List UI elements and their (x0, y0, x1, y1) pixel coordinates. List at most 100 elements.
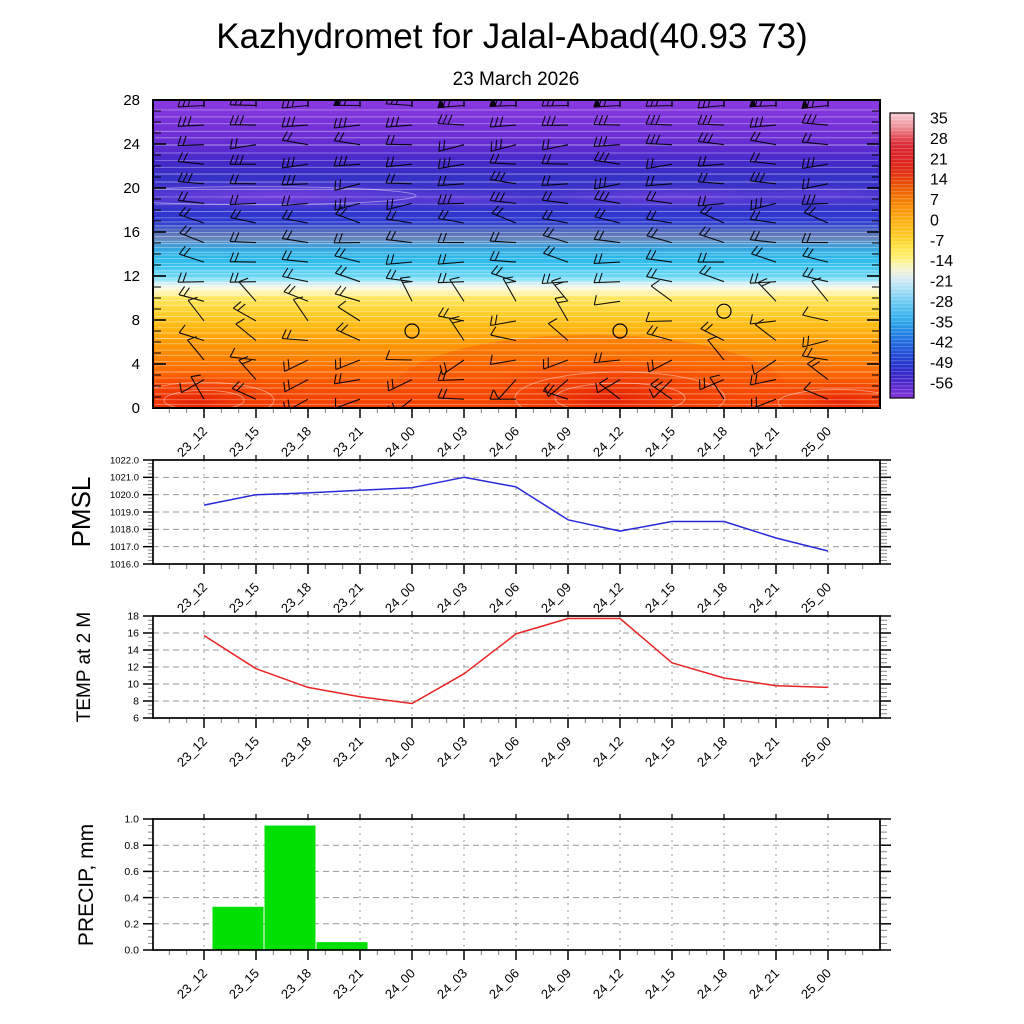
grid (153, 616, 880, 718)
y-tick-label: 16 (123, 224, 140, 241)
wind-barb (646, 267, 673, 283)
wind-barb (281, 195, 309, 207)
wind-barb (437, 100, 465, 109)
wind-barb (543, 357, 569, 370)
wind-barb (190, 374, 205, 400)
wind-barb (598, 377, 621, 400)
wind-barb (757, 277, 777, 302)
wind-barb (541, 175, 569, 186)
wind-barb (333, 373, 361, 385)
x-tick-label: 23_18 (278, 966, 314, 1002)
wind-barb (645, 134, 673, 146)
x-tick-label: 23_21 (330, 734, 366, 770)
colorbar-tick-label: 21 (930, 151, 948, 168)
wind-barb (541, 154, 569, 165)
panel-frame (152, 615, 881, 719)
contour-loop (153, 381, 275, 408)
wind-barb (547, 318, 569, 341)
wind-barb (387, 378, 413, 392)
wind-barb (489, 191, 517, 204)
wind-barb (593, 352, 621, 364)
wind-barb (803, 381, 829, 400)
pmsl-panel: 1016.0 1017.0 1018.0 1019.0 1020.0 1021.0 1022… (110, 455, 891, 616)
y-tick-label: 20 (123, 180, 140, 197)
wind-barb (489, 354, 517, 365)
x-tick-label: 24_03 (434, 580, 470, 616)
wind-barb (439, 359, 465, 376)
x-tick-label: 23_15 (226, 580, 262, 616)
wind-barb (645, 114, 673, 126)
colorbar-tick-label: -28 (930, 294, 953, 311)
wind-barb (645, 100, 673, 107)
y-tick-label: 1.0 (124, 814, 139, 826)
cold-pocket (748, 184, 880, 205)
x-tick-label: 24_18 (694, 424, 730, 460)
wind-barb (650, 378, 673, 400)
x-tick-label: 24_21 (746, 580, 782, 616)
cross-y-axis: 0 4 8 12 16 20 24 28 (123, 92, 880, 417)
wind-barb (449, 276, 465, 302)
x-tick-label: 24_00 (382, 734, 418, 770)
wind-barb (647, 359, 673, 373)
y-tick-label: 24 (123, 136, 140, 153)
hot-spot (480, 357, 740, 408)
wind-barb (645, 249, 673, 263)
temp-2m-panel: 6 8 10 12 14 16 18 23_12 23_15 23_18 23_21 24_00 24_… (127, 611, 891, 770)
wind-barb (229, 115, 257, 126)
y-tick-label: 12 (127, 662, 139, 674)
wind-barb (698, 226, 725, 244)
wind-barb (187, 336, 205, 361)
y-tick-label: 0.6 (124, 866, 139, 878)
wind-barb (178, 324, 205, 342)
colorbar-tick-label: -56 (930, 376, 953, 393)
wind-barb (541, 273, 569, 285)
x-tick-label: 23_12 (174, 424, 210, 460)
y-tick-label: 10 (127, 679, 139, 691)
x-tick-label: 24_03 (434, 424, 470, 460)
contour-loop (153, 186, 417, 206)
wind-barb (177, 272, 205, 283)
wind-barb (281, 250, 309, 263)
x-tick-label: 24_12 (590, 734, 626, 770)
hot-spot (768, 380, 880, 408)
x-tick-label: 25_00 (798, 966, 834, 1002)
x-tick-label: 24_00 (382, 966, 418, 1002)
panel-frame (152, 459, 881, 565)
wind-barb (699, 264, 725, 283)
bars (212, 825, 368, 950)
wind-barb (333, 131, 361, 146)
x-tick-label: 25_00 (798, 734, 834, 770)
x-tick-label: 23_12 (174, 580, 210, 616)
wind-barb (385, 230, 413, 244)
wind-barb (749, 373, 777, 386)
y-axis: 6 8 10 12 14 16 18 (127, 611, 891, 725)
precip-bar (212, 906, 264, 950)
wind-barb (333, 233, 361, 244)
wind-barb (593, 272, 621, 284)
wind-barb (541, 100, 569, 107)
wind-barb (750, 245, 777, 263)
wind-barb (337, 300, 361, 322)
wind-barb (750, 197, 777, 211)
wind-barb (334, 357, 361, 371)
wind-barb (385, 134, 413, 146)
wind-barb (490, 265, 517, 283)
wind-barb (229, 137, 257, 150)
wind-barb (437, 388, 465, 400)
x-tick-label: 23_15 (226, 424, 262, 460)
x-tick-label: 24_06 (486, 424, 522, 460)
colorbar-tick-label: -7 (930, 233, 944, 250)
wind-barb (593, 100, 621, 108)
y-tick-label: 0.0 (124, 945, 139, 957)
x-tick-label: 23_15 (226, 966, 262, 1002)
wind-barb (179, 379, 205, 394)
wind-barb (334, 397, 361, 408)
wind-barb (645, 311, 673, 323)
wind-barb (281, 209, 309, 224)
temperature-shading (153, 100, 880, 408)
wind-barb (490, 138, 517, 152)
wind-barb (177, 116, 205, 127)
y-tick-label: 12 (123, 268, 140, 285)
wind-barb (238, 277, 257, 302)
wind-barb (749, 210, 777, 224)
